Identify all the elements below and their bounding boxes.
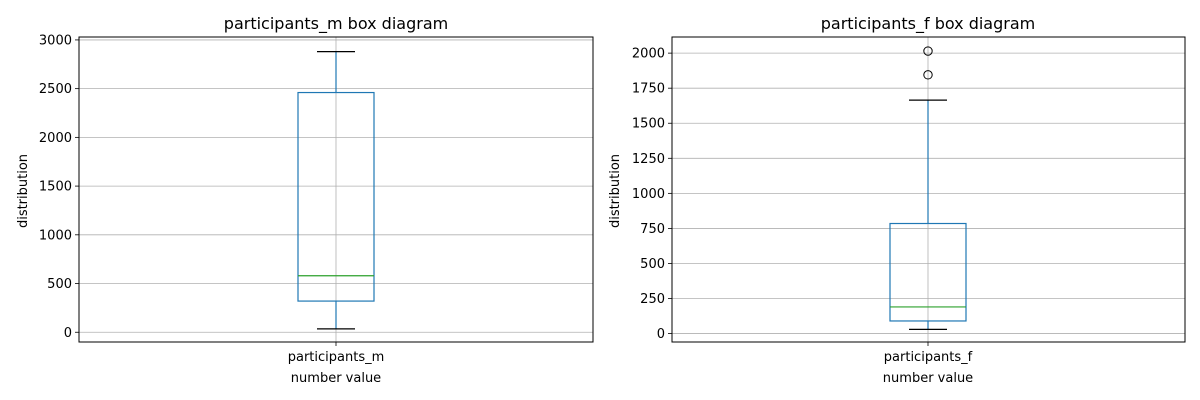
y-tick-label: 750 xyxy=(640,222,665,237)
y-tick-label: 1000 xyxy=(632,187,665,202)
y-tick-label: 500 xyxy=(47,277,72,292)
chart-panel-participants-f: participants_f box diagram distribution … xyxy=(608,14,1186,386)
y-tick-label: 500 xyxy=(640,257,665,272)
x-axis-label: number value xyxy=(291,371,381,386)
plot-area: 0 250 500 750 1000 1250 1500 1750 2000 xyxy=(632,36,1186,346)
y-axis-label: distribution xyxy=(16,154,31,228)
outlier-point xyxy=(923,46,933,56)
chart-panel-participants-m: participants_m box diagram distribution … xyxy=(16,14,594,386)
axes-frame xyxy=(671,36,1186,343)
outlier-point xyxy=(923,70,933,80)
y-tick-label: 2000 xyxy=(39,131,72,146)
y-tick-label: 0 xyxy=(657,327,665,342)
y-tick-label: 2000 xyxy=(632,47,665,62)
x-axis-label: number value xyxy=(883,371,973,386)
y-tick-label: 1500 xyxy=(39,180,72,195)
y-tick-label: 250 xyxy=(640,292,665,307)
y-tick-label: 0 xyxy=(64,326,72,341)
y-tick-label: 1000 xyxy=(39,228,72,243)
y-tick-label: 1750 xyxy=(632,82,665,97)
y-tick-label: 1500 xyxy=(632,117,665,132)
x-tick-label: participants_f xyxy=(884,350,973,365)
chart-title: participants_m box diagram xyxy=(224,14,448,34)
iqr-box xyxy=(297,91,375,302)
y-tick-label: 2500 xyxy=(39,82,72,97)
chart-title: participants_f box diagram xyxy=(821,14,1035,34)
y-axis-label: distribution xyxy=(608,154,623,228)
y-tick-label: 3000 xyxy=(39,33,72,48)
x-tick-label: participants_m xyxy=(288,350,385,365)
axes-frame xyxy=(78,36,594,343)
iqr-box xyxy=(889,222,967,322)
plot-area: 0 500 1000 1500 2000 2500 3000 xyxy=(39,33,594,346)
y-tick-label: 1250 xyxy=(632,152,665,167)
